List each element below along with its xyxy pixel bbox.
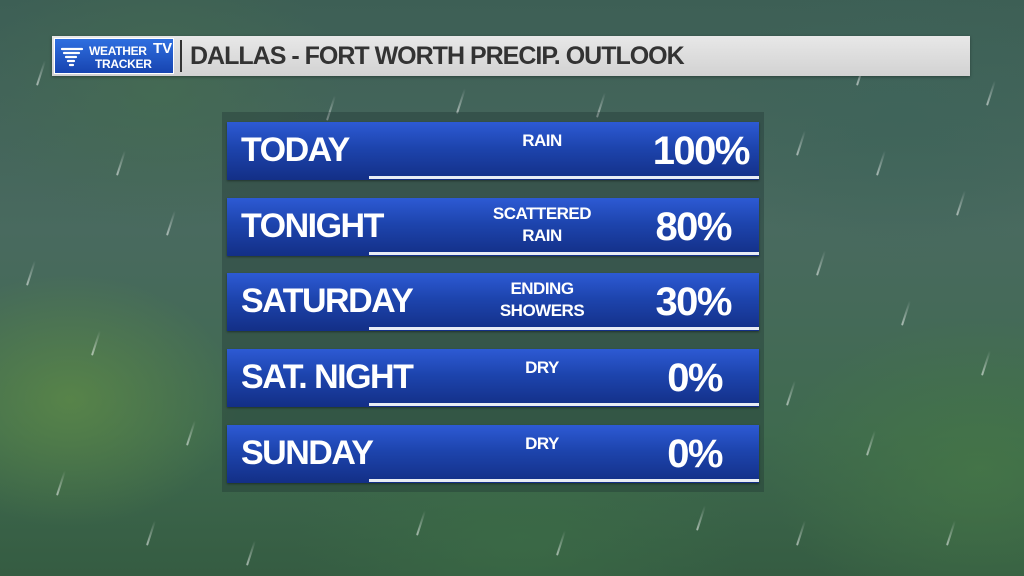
condition-line: RAIN xyxy=(522,226,562,245)
row-underline xyxy=(369,327,759,330)
forecast-row-sat-night: SAT. NIGHT DRY 0% xyxy=(227,349,759,407)
day-label: TODAY xyxy=(241,131,350,169)
condition-line: RAIN xyxy=(522,131,562,150)
condition-line: SHOWERS xyxy=(499,301,585,320)
condition-text: DRY xyxy=(487,357,597,379)
day-label: SATURDAY xyxy=(241,282,414,320)
logo-text-weather: WEATHER xyxy=(89,44,147,58)
tornado-icon xyxy=(60,45,84,74)
forecast-row-today: TODAY RAIN 100% xyxy=(227,122,759,180)
page-title: DALLAS - FORT WORTH PRECIP. OUTLOOK xyxy=(190,42,685,70)
condition-line: SCATTERED xyxy=(492,204,592,223)
precip-percent: 0% xyxy=(667,432,723,476)
condition-text: RAIN xyxy=(487,130,597,152)
precip-percent: 100% xyxy=(652,129,751,173)
row-underline xyxy=(369,403,759,406)
row-underline xyxy=(369,479,759,482)
forecast-row-sunday: SUNDAY DRY 0% xyxy=(227,425,759,483)
condition-text: DRY xyxy=(487,433,597,455)
condition-line: ENDING xyxy=(510,279,574,298)
row-underline xyxy=(369,176,759,179)
header-bar: WEATHER TRACKER TV DALLAS - FORT WORTH P… xyxy=(52,36,970,76)
day-label: SUNDAY xyxy=(241,434,374,472)
forecast-row-saturday: SATURDAY ENDING SHOWERS 30% xyxy=(227,273,759,331)
condition-text: ENDING SHOWERS xyxy=(487,278,597,322)
condition-line: DRY xyxy=(525,434,559,453)
precip-percent: 80% xyxy=(655,205,732,249)
row-underline xyxy=(369,252,759,255)
day-label: SAT. NIGHT xyxy=(241,358,414,396)
condition-line: DRY xyxy=(525,358,559,377)
logo-text-tv: TV xyxy=(153,40,173,57)
forecast-row-tonight: TONIGHT SCATTERED RAIN 80% xyxy=(227,198,759,256)
precip-percent: 30% xyxy=(655,280,732,324)
logo-text-tracker: TRACKER xyxy=(95,57,152,71)
precip-percent: 0% xyxy=(667,356,723,400)
condition-text: SCATTERED RAIN xyxy=(487,203,597,247)
weather-tracker-tv-logo: WEATHER TRACKER TV xyxy=(54,38,174,74)
header-divider xyxy=(180,40,182,72)
day-label: TONIGHT xyxy=(241,207,384,245)
